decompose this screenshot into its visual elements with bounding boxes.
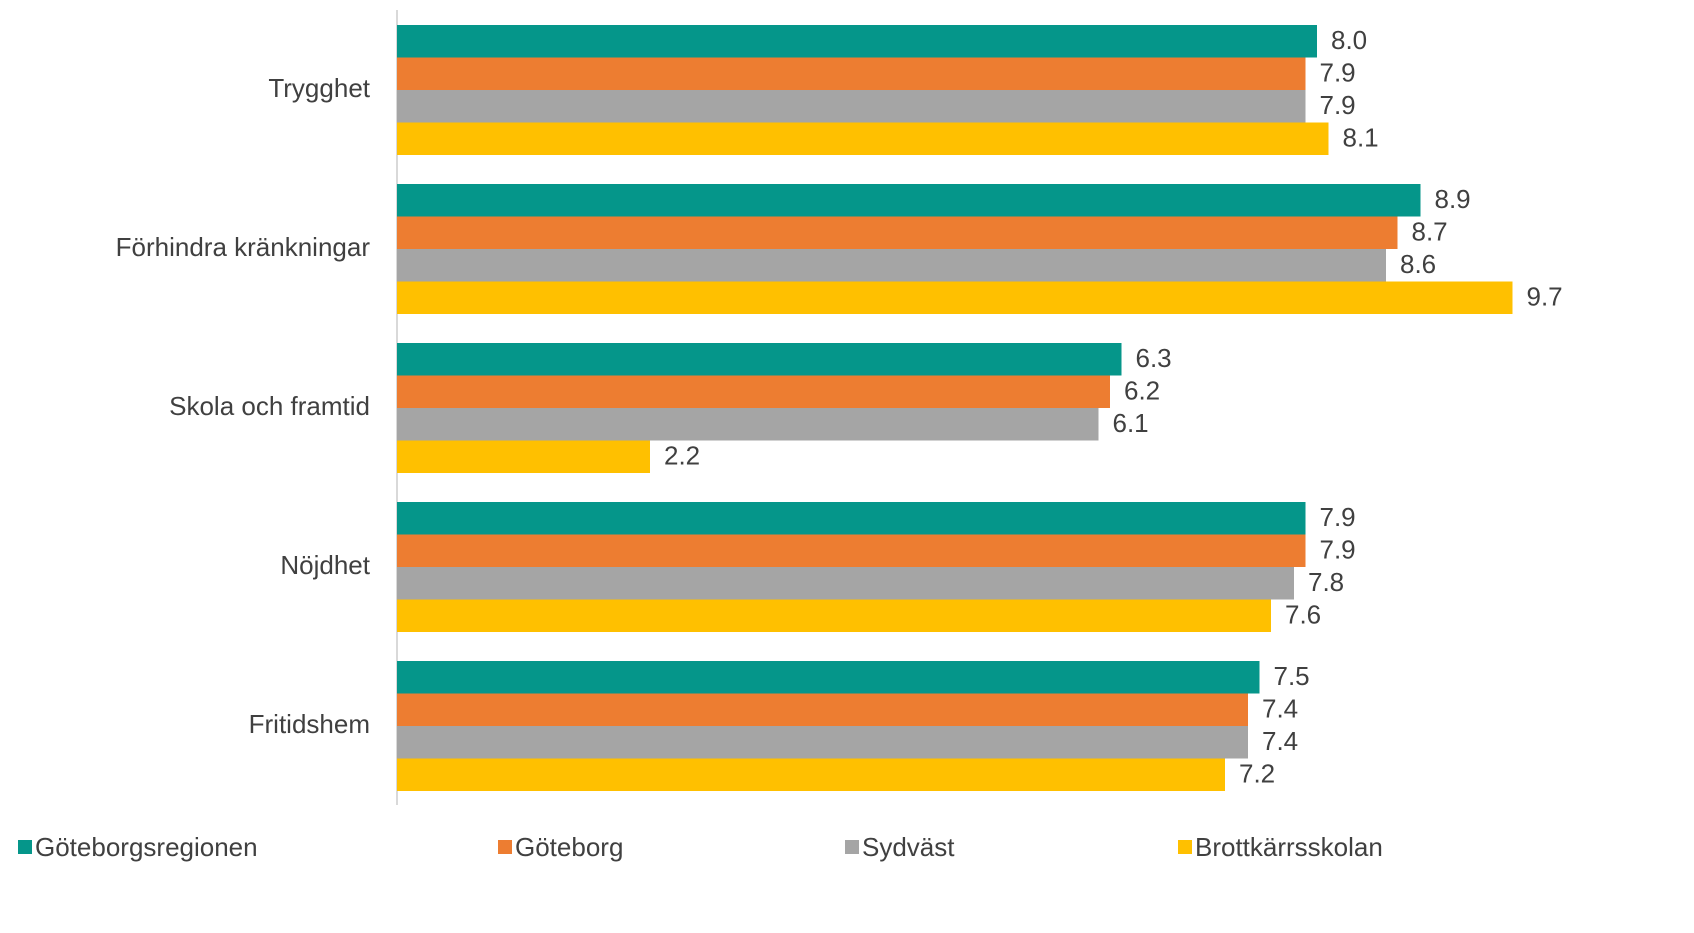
data-label: 7.9 <box>1320 90 1356 120</box>
bar <box>397 122 1329 155</box>
data-label: 7.9 <box>1320 535 1356 565</box>
data-label: 8.1 <box>1343 123 1379 153</box>
legend-swatch <box>845 840 859 854</box>
data-label: 7.9 <box>1320 502 1356 532</box>
category-label: Nöjdhet <box>280 550 370 580</box>
bar <box>397 216 1398 249</box>
data-label: 7.5 <box>1274 661 1310 691</box>
data-label: 6.2 <box>1124 376 1160 406</box>
bar <box>397 599 1271 632</box>
bar <box>397 249 1386 282</box>
bar <box>397 57 1306 90</box>
bar <box>397 25 1317 58</box>
data-label: 7.4 <box>1262 726 1298 756</box>
bar <box>397 661 1260 694</box>
bar <box>397 90 1306 123</box>
data-label: 7.9 <box>1320 58 1356 88</box>
legend-label: Sydväst <box>862 832 955 862</box>
legend-swatch <box>18 840 32 854</box>
bar <box>397 281 1513 314</box>
data-label: 7.8 <box>1308 567 1344 597</box>
bar <box>397 693 1248 726</box>
data-label: 8.6 <box>1400 249 1436 279</box>
legend-label: Göteborg <box>515 832 623 862</box>
data-label: 8.9 <box>1435 184 1471 214</box>
bar <box>397 534 1306 567</box>
legend-label: Brottkärrsskolan <box>1195 832 1383 862</box>
legend-swatch <box>498 840 512 854</box>
bar <box>397 567 1294 600</box>
category-label: Skola och framtid <box>169 391 370 421</box>
data-label: 6.1 <box>1113 408 1149 438</box>
data-label: 6.3 <box>1136 343 1172 373</box>
data-label: 7.4 <box>1262 694 1298 724</box>
bar <box>397 440 650 473</box>
data-label: 9.7 <box>1527 282 1563 312</box>
bar <box>397 726 1248 759</box>
data-label: 7.2 <box>1239 759 1275 789</box>
bar <box>397 408 1099 441</box>
bar <box>397 758 1225 791</box>
category-label: Fritidshem <box>249 709 370 739</box>
bar <box>397 184 1421 217</box>
legend-swatch <box>1178 840 1192 854</box>
category-label: Trygghet <box>268 73 370 103</box>
data-label: 8.0 <box>1331 25 1367 55</box>
bar <box>397 502 1306 535</box>
data-label: 2.2 <box>664 441 700 471</box>
legend-label: Göteborgsregionen <box>35 832 258 862</box>
data-label: 7.6 <box>1285 600 1321 630</box>
bar <box>397 375 1110 408</box>
data-label: 8.7 <box>1412 217 1448 247</box>
category-label: Förhindra kränkningar <box>116 232 371 262</box>
bar <box>397 343 1122 376</box>
